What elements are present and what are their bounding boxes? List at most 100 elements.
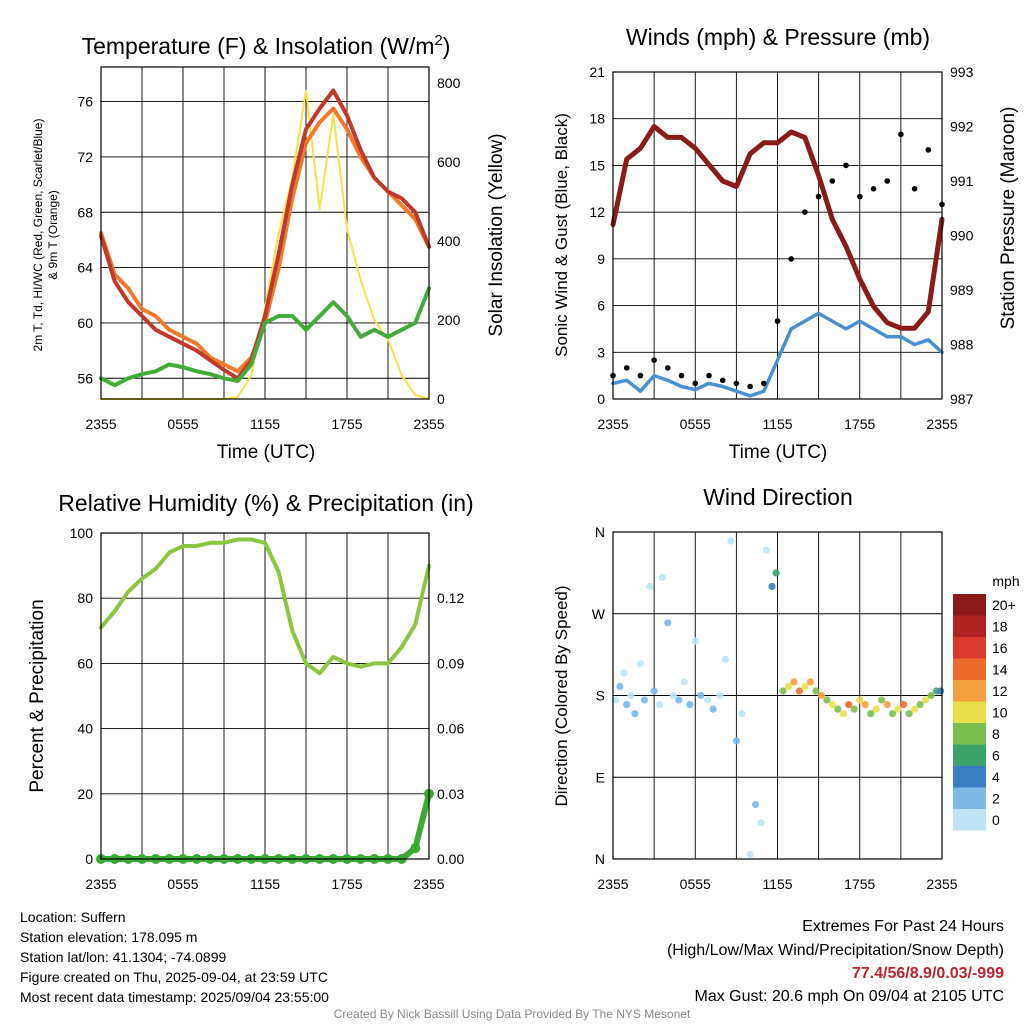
direction-point	[784, 682, 793, 691]
direction-point	[861, 701, 869, 709]
colorbar-label: 4	[992, 769, 1000, 785]
y-tick-label: S	[596, 688, 605, 704]
direction-point	[839, 710, 847, 718]
direction-point	[779, 687, 787, 695]
y2-tick-label: 993	[950, 64, 974, 80]
colorbar-swatch	[953, 658, 986, 680]
y-tick-label: 0	[85, 851, 93, 867]
info-created: Figure created on Thu, 2025-09-04, at 23…	[20, 969, 328, 985]
x-tick-label: 1155	[762, 416, 792, 432]
y-tick-label: 100	[70, 525, 94, 541]
colorbar-label: 18	[992, 619, 1008, 635]
x-tick-label: 2355	[413, 876, 444, 892]
gust-point	[774, 318, 781, 324]
y2-tick-label: 800	[437, 75, 461, 91]
x-tick-label: 0555	[680, 416, 711, 432]
gust-point	[911, 186, 918, 192]
direction-point	[812, 687, 820, 695]
direction-point	[640, 696, 649, 704]
x-tick-label: 1155	[250, 416, 280, 432]
y-tick-label: 9	[597, 251, 605, 267]
direction-point	[894, 705, 902, 713]
y2-tick-label: 989	[950, 282, 974, 298]
y-tick-label: 64	[77, 260, 93, 276]
y-tick-label: N	[595, 851, 605, 867]
direction-point	[900, 701, 908, 709]
y-tick-label: 21	[589, 64, 605, 80]
gust-point	[719, 377, 726, 384]
colorbar-swatch	[953, 701, 986, 723]
x-tick-label: 2355	[413, 416, 444, 432]
direction-point	[646, 582, 654, 591]
x-tick-label: 2355	[597, 876, 628, 892]
gust-point	[747, 383, 753, 390]
colorbar-label: 10	[992, 705, 1008, 721]
info-timestamp: Most recent data timestamp: 2025/09/04 2…	[20, 989, 329, 1005]
direction-point	[721, 655, 730, 663]
y2-tick-label: 0.03	[437, 786, 464, 802]
colorbar-swatch	[953, 744, 986, 766]
direction-plot-frame	[612, 531, 943, 860]
direction-point	[697, 691, 705, 700]
colorbar-label: 6	[992, 748, 1000, 764]
temperature-2m-line	[99, 88, 431, 381]
gust-point	[665, 365, 671, 371]
y2-tick-label: 0	[437, 391, 445, 407]
y2-tick-label: 992	[950, 119, 974, 135]
winds-y2label: Station Pressure (Maroon)	[998, 107, 1019, 330]
direction-point	[762, 546, 771, 554]
direction-point	[746, 850, 754, 859]
direction-point	[850, 705, 858, 713]
direction-point	[686, 701, 694, 709]
direction-point	[801, 682, 809, 691]
info-elevation: Station elevation: 178.095 m	[20, 929, 198, 945]
direction-point	[834, 705, 842, 713]
direction-point	[620, 669, 628, 677]
y-tick-label: 60	[77, 655, 93, 671]
direction-point	[828, 701, 836, 709]
humidity-ylabel: Percent & Precipitation	[27, 599, 48, 792]
temperature-y2label: Solar Insolation (Yellow)	[486, 133, 507, 336]
direction-point	[631, 710, 639, 718]
x-tick-label: 2355	[85, 416, 116, 432]
colorbar-swatch	[953, 809, 986, 831]
gust-point	[884, 178, 890, 184]
extremes-values: 77.4/56/8.9/0.03/-999	[851, 965, 1004, 982]
y2-tick-label: 990	[950, 228, 974, 244]
y-tick-label: 56	[77, 370, 93, 386]
x-tick-label: 0555	[167, 876, 198, 892]
precipitation-point	[410, 843, 421, 854]
direction-point	[680, 678, 688, 686]
direction-point	[658, 573, 667, 582]
pressure-line	[610, 124, 945, 331]
gust-point	[925, 147, 932, 153]
direction-point	[636, 660, 645, 668]
winds-ylabel: Sonic Wind & Gust (Blue, Black)	[552, 113, 571, 357]
colorbar-swatch	[953, 680, 986, 702]
extremes-title: Extremes For Past 24 Hours	[802, 918, 1004, 935]
x-tick-label: 2355	[85, 876, 116, 892]
x-tick-label: 1155	[250, 876, 280, 892]
y-tick-label: 3	[597, 344, 605, 360]
gust-point	[898, 131, 904, 138]
direction-point	[790, 678, 798, 686]
colorbar-label: 12	[992, 683, 1008, 699]
y-tick-label: N	[595, 524, 605, 540]
colorbar-swatch	[953, 723, 986, 745]
colorbar-swatch	[953, 637, 986, 659]
gust-point	[623, 365, 630, 371]
direction-point	[757, 819, 765, 827]
gust-point	[843, 162, 849, 169]
winds-title: Winds (mph) & Pressure (mb)	[626, 24, 930, 50]
winds-plot-frame	[612, 71, 943, 400]
colorbar-label: 14	[992, 662, 1008, 678]
x-tick-label: 2355	[926, 416, 957, 432]
x-tick-label: 1755	[331, 876, 362, 892]
x-tick-label: 2355	[926, 876, 957, 892]
colorbar-label: 8	[992, 726, 1000, 742]
x-tick-label: 0555	[167, 416, 198, 432]
direction-panel: Wind Direction N E S W N 2355 0555 1155 1755 2355…	[552, 484, 1020, 892]
direction-point	[872, 705, 880, 713]
direction-point	[911, 705, 919, 713]
